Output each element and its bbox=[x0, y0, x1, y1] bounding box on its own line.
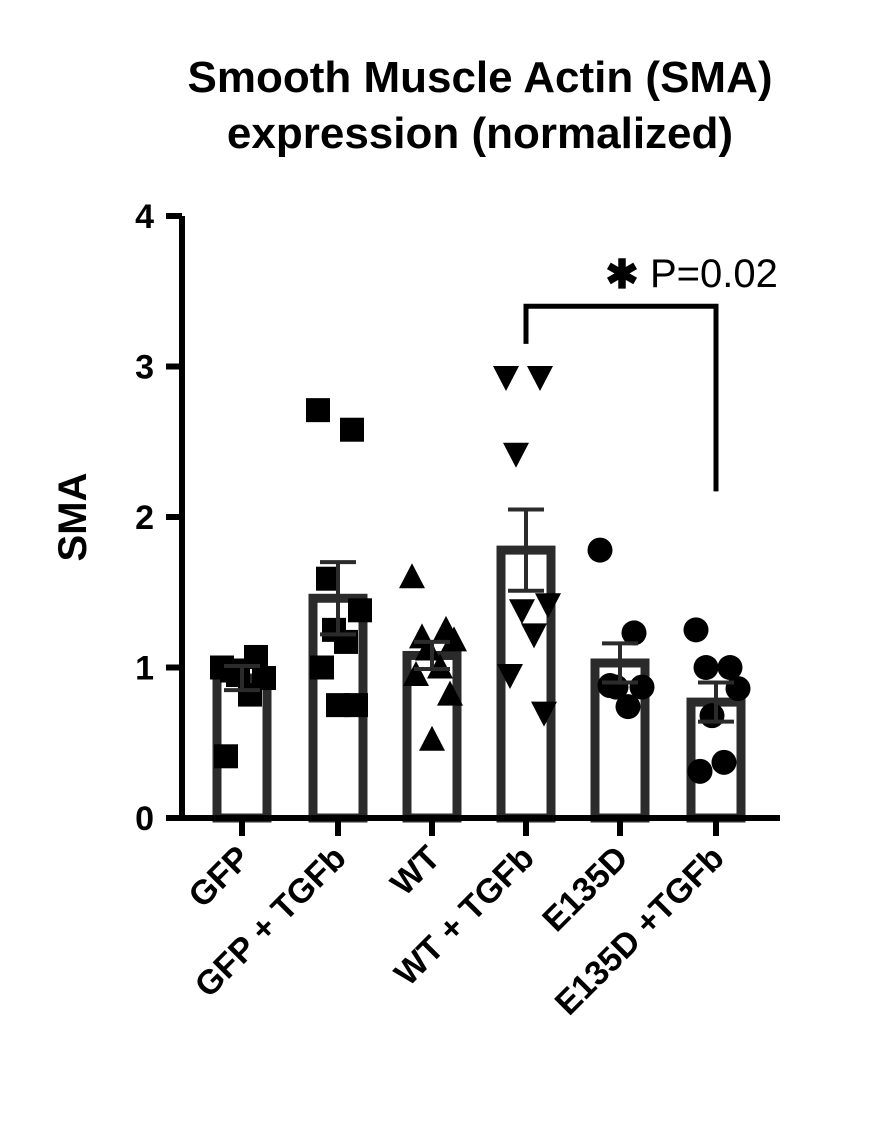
y-tick-label-0: 0 bbox=[135, 800, 154, 838]
data-point-2-5 bbox=[427, 653, 453, 679]
data-point-5-1 bbox=[717, 655, 743, 680]
data-point-4-1 bbox=[621, 620, 647, 646]
error-bar-4 bbox=[602, 641, 638, 685]
y-tick-label-3: 3 bbox=[135, 349, 154, 387]
significance-bracket bbox=[523, 303, 719, 492]
y-tick-label-2: 2 bbox=[135, 499, 154, 537]
data-point-3-0 bbox=[493, 366, 519, 392]
error-bar-5 bbox=[698, 680, 734, 724]
y-axis-label: SMA bbox=[51, 473, 95, 562]
error-bar-3 bbox=[508, 507, 544, 593]
chart-title-line-1: Smooth Muscle Actin (SMA) bbox=[187, 53, 772, 102]
data-point-0-6 bbox=[214, 744, 238, 769]
data-point-1-6 bbox=[310, 655, 334, 680]
significance-p-value: P=0.02 bbox=[650, 252, 778, 296]
error-bar-2 bbox=[414, 639, 450, 672]
data-point-1-3 bbox=[348, 598, 372, 623]
data-point-5-5 bbox=[711, 749, 737, 775]
y-tick-label-1: 1 bbox=[135, 650, 154, 688]
data-point-2-8 bbox=[419, 725, 445, 751]
data-point-3-7 bbox=[531, 701, 557, 727]
data-point-3-4 bbox=[509, 599, 535, 625]
x-category-label-0: GFP bbox=[181, 839, 257, 915]
data-point-5-0 bbox=[683, 617, 709, 643]
error-bar-0 bbox=[224, 663, 260, 693]
data-point-2-0 bbox=[399, 563, 425, 589]
data-point-3-2 bbox=[503, 442, 529, 468]
data-point-5-6 bbox=[687, 758, 713, 784]
error-bar-1 bbox=[320, 560, 356, 637]
data-point-2-3 bbox=[441, 626, 467, 652]
data-point-2-7 bbox=[437, 680, 463, 706]
data-point-5-3 bbox=[725, 676, 751, 702]
data-point-2-6 bbox=[403, 661, 429, 687]
y-tick-label-4: 4 bbox=[135, 198, 154, 236]
data-point-1-1 bbox=[340, 417, 364, 442]
data-point-5-2 bbox=[693, 655, 719, 680]
significance-star: ✱ bbox=[605, 253, 639, 297]
data-point-2-4 bbox=[415, 635, 441, 661]
data-point-1-0 bbox=[306, 398, 330, 423]
data-point-3-5 bbox=[521, 623, 547, 649]
chart-title-line-2: expression (normalized) bbox=[227, 109, 733, 158]
data-point-3-3 bbox=[535, 593, 561, 619]
data-point-3-6 bbox=[497, 664, 523, 690]
data-point-1-8 bbox=[326, 693, 350, 718]
x-category-label-5: E135D +TGFb bbox=[548, 839, 732, 1023]
data-point-4-0 bbox=[587, 537, 613, 563]
x-category-label-2: WT bbox=[383, 839, 447, 903]
data-point-3-1 bbox=[527, 366, 553, 392]
data-point-4-5 bbox=[615, 694, 641, 720]
data-point-5-4 bbox=[699, 703, 725, 729]
